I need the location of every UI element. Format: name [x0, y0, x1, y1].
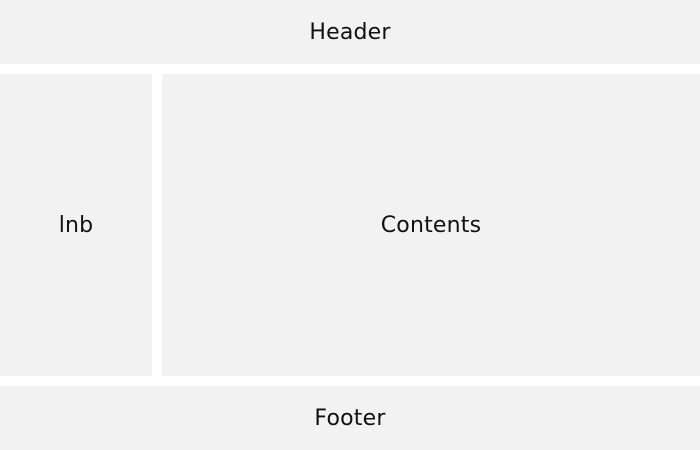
lnb-label: lnb [58, 212, 94, 238]
footer-label: Footer [314, 405, 386, 431]
contents-region: Contents [162, 74, 700, 376]
footer-region: Footer [0, 386, 700, 450]
lnb-region: lnb [0, 74, 152, 376]
contents-label: Contents [380, 212, 482, 238]
header-region: Header [0, 0, 700, 64]
header-label: Header [309, 19, 391, 45]
